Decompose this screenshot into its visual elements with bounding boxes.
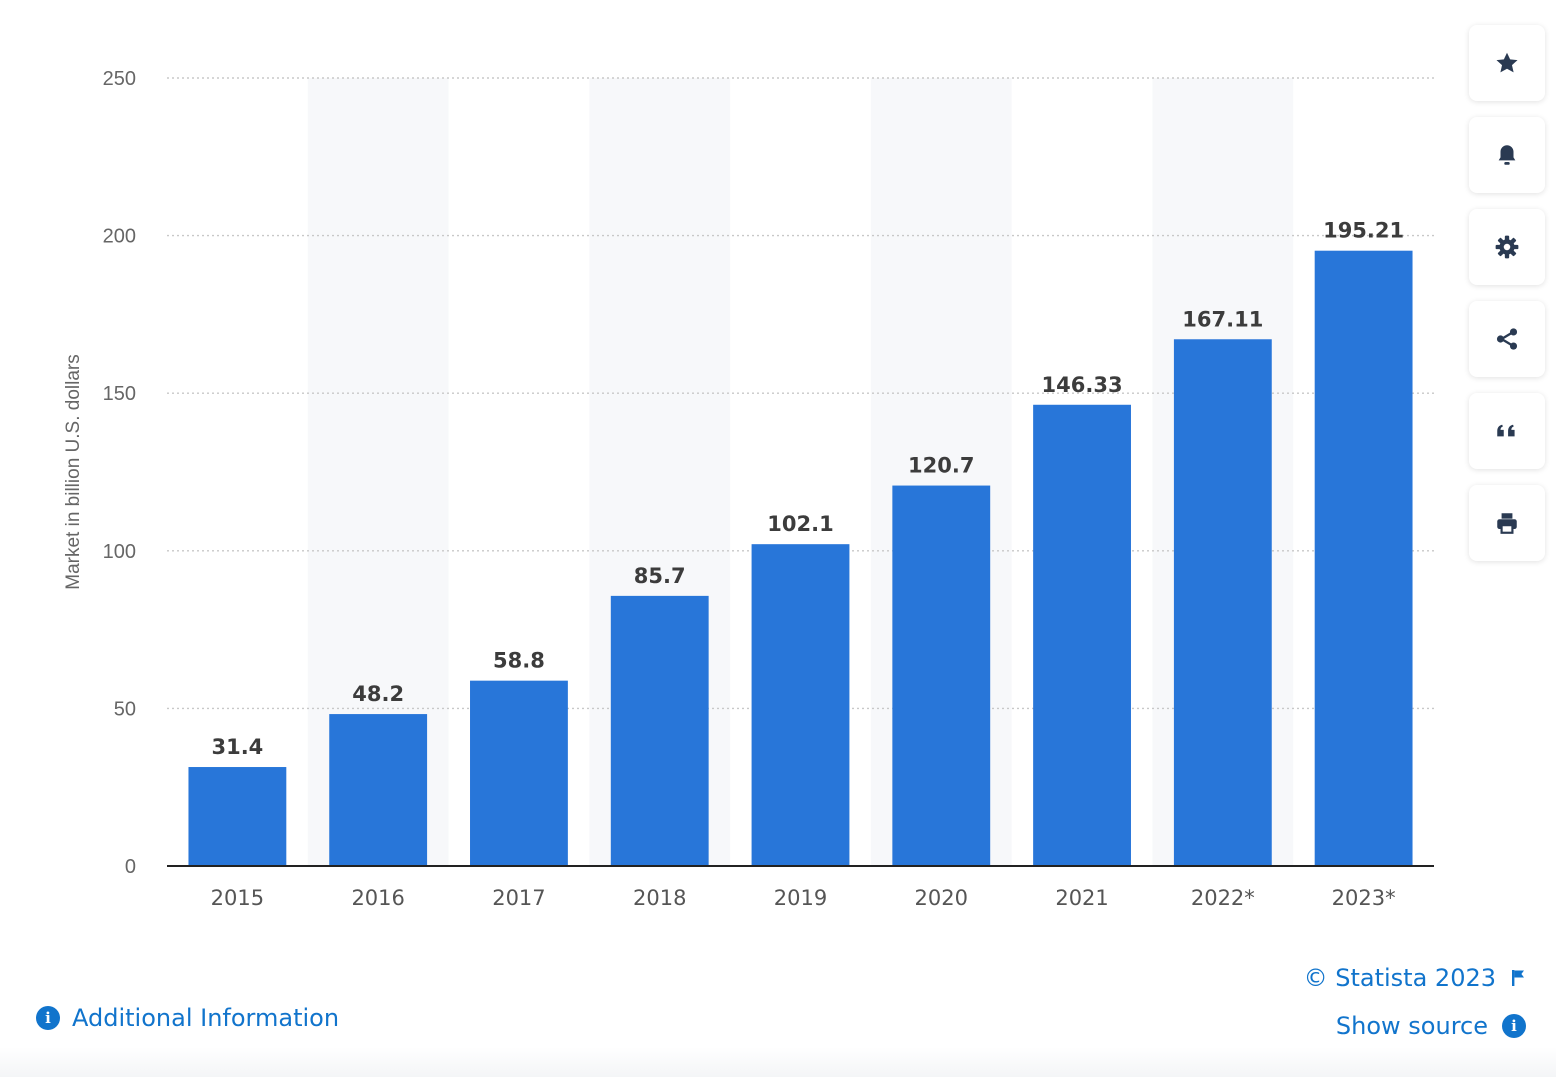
- x-tick-label: 2021: [1055, 886, 1108, 910]
- bar[interactable]: [892, 485, 991, 866]
- bar[interactable]: [751, 544, 850, 866]
- y-tick-label: 0: [125, 856, 136, 878]
- x-tick-label: 2022*: [1191, 886, 1255, 910]
- bar[interactable]: [1314, 250, 1413, 867]
- x-tick-label: 2017: [492, 886, 545, 910]
- share-icon: [1496, 328, 1518, 350]
- gear-icon: [1495, 235, 1519, 259]
- value-label: 195.21: [1323, 219, 1404, 243]
- x-tick-label: 2015: [211, 886, 264, 910]
- additional-information-link[interactable]: Additional Information: [72, 1004, 340, 1032]
- favorite-button[interactable]: [1469, 25, 1545, 101]
- bar[interactable]: [1033, 404, 1131, 866]
- bar[interactable]: [329, 714, 428, 866]
- x-tick-label: 2023*: [1332, 886, 1396, 910]
- x-tick-label: 2018: [633, 886, 686, 910]
- value-label: 31.4: [211, 735, 263, 759]
- show-source-link[interactable]: Show source: [1335, 1012, 1488, 1040]
- value-label: 85.7: [634, 564, 686, 588]
- quote-icon: [1497, 424, 1515, 437]
- y-tick-label: 150: [103, 383, 136, 405]
- toolbar: [1469, 25, 1545, 561]
- bars: [188, 250, 1413, 867]
- x-tick-label: 2019: [774, 886, 827, 910]
- value-label: 102.1: [767, 512, 833, 536]
- x-tick-label: 2020: [915, 886, 968, 910]
- bar[interactable]: [188, 767, 287, 866]
- x-axis-ticks: 2015 2016 2017 2018 2019 2020 2021 2022* 2023*: [211, 886, 1396, 910]
- footer-right: © Statista 2023 Show source i: [1304, 960, 1526, 1044]
- bar[interactable]: [470, 680, 568, 866]
- info-icon: i: [36, 1006, 60, 1030]
- value-label: 167.11: [1182, 307, 1263, 331]
- print-button[interactable]: [1469, 485, 1545, 561]
- value-label: 48.2: [352, 682, 404, 706]
- settings-button[interactable]: [1469, 209, 1545, 285]
- bottom-band: [0, 1047, 1556, 1077]
- star-icon: [1496, 52, 1518, 73]
- value-label: 120.7: [908, 454, 974, 478]
- bell-icon: [1498, 145, 1516, 165]
- value-labels: 31.4 48.2 58.8 85.7 102.1 120.7 146.33 167.11 19…: [211, 219, 1404, 759]
- share-button[interactable]: [1469, 301, 1545, 377]
- y-axis-ticks: 0 50 100 150 200 250: [103, 68, 136, 878]
- bar[interactable]: [1173, 339, 1272, 866]
- y-axis-title: Market in billion U.S. dollars: [63, 354, 84, 589]
- value-label: 146.33: [1042, 373, 1123, 397]
- y-tick-label: 100: [103, 541, 136, 563]
- additional-information[interactable]: i Additional Information: [36, 1006, 339, 1030]
- copyright-link[interactable]: © Statista 2023: [1303, 964, 1496, 992]
- bar[interactable]: [610, 595, 709, 866]
- value-label: 58.8: [493, 649, 545, 673]
- x-tick-label: 2016: [351, 886, 404, 910]
- bar-chart: 0 50 100 150 200 250 31.4 48.2 58.8 85.7 102.1 120…: [63, 68, 1434, 910]
- print-icon: [1497, 513, 1517, 534]
- notification-button[interactable]: [1469, 117, 1545, 193]
- y-tick-label: 250: [103, 68, 136, 90]
- flag-icon[interactable]: [1510, 969, 1526, 987]
- cite-button[interactable]: [1469, 393, 1545, 469]
- info-icon[interactable]: i: [1502, 1014, 1526, 1038]
- y-tick-label: 50: [114, 698, 136, 720]
- y-tick-label: 200: [103, 226, 136, 248]
